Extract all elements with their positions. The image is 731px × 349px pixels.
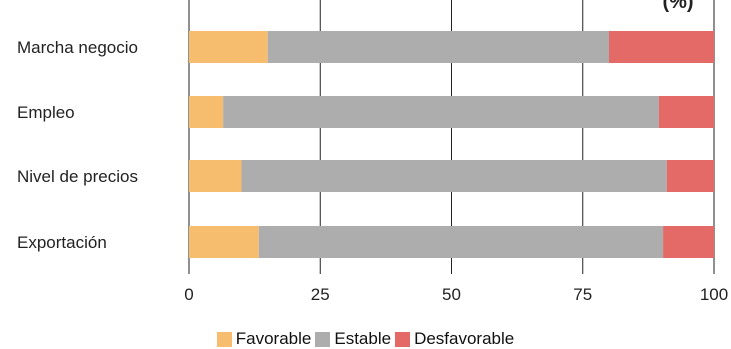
x-tick-label-75: 75 (573, 285, 592, 304)
bars (189, 31, 714, 258)
category-label-exportacion: Exportación (17, 233, 107, 252)
legend-label-estable: Estable (334, 329, 392, 348)
bar-nivel-de-precios-estable (241, 160, 667, 192)
bar-marcha-negocio-favorable (189, 31, 268, 63)
legend-swatch-favorable (216, 331, 232, 347)
x-tick-label-50: 50 (442, 285, 461, 304)
bar-marcha-negocio-desfavorable (609, 31, 714, 63)
x-tick-labels: 0 25 50 75 100 (184, 285, 728, 304)
category-labels: Marcha negocio Empleo Nivel de precios Expo… (17, 38, 138, 252)
x-tick-label-25: 25 (311, 285, 330, 304)
bar-empleo-desfavorable (658, 96, 714, 128)
legend-swatch-desfavorable (395, 331, 411, 347)
bar-nivel-de-precios-favorable (189, 160, 242, 192)
legend: Favorable Estable Desfavorable (0, 329, 731, 349)
legend-item-estable: Estable (315, 329, 391, 349)
bar-exportacion-desfavorable (663, 226, 714, 258)
category-label-marcha-negocio: Marcha negocio (17, 38, 138, 57)
x-tick-label-100: 100 (700, 285, 728, 304)
category-label-empleo: Empleo (17, 103, 75, 122)
chart-title-fragment: (%) (662, 0, 693, 13)
bar-nivel-de-precios-desfavorable (666, 160, 714, 192)
legend-item-desfavorable: Desfavorable (395, 329, 514, 349)
legend-label-favorable: Favorable (235, 329, 312, 348)
legend-swatch-estable (315, 331, 331, 347)
bar-marcha-negocio-estable (267, 31, 609, 63)
legend-label-desfavorable: Desfavorable (414, 329, 515, 348)
category-label-nivel-de-precios: Nivel de precios (17, 167, 138, 186)
bar-empleo-favorable (189, 96, 224, 128)
legend-item-favorable: Favorable (216, 329, 312, 349)
x-tick-label-0: 0 (184, 285, 193, 304)
bar-exportacion-estable (258, 226, 664, 258)
bar-empleo-estable (223, 96, 659, 128)
bar-exportacion-favorable (189, 226, 259, 258)
